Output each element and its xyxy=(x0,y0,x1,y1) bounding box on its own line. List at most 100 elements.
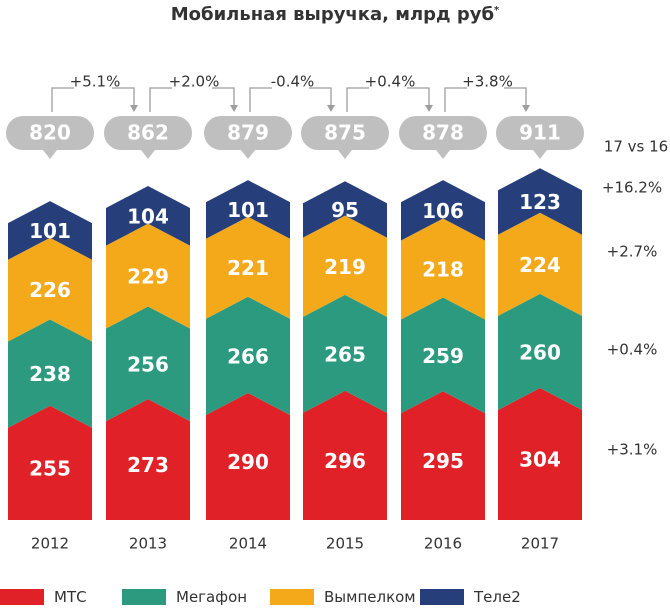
total-change-label: +5.1% xyxy=(70,73,121,91)
change-connector-right xyxy=(504,87,527,106)
change-connector-left xyxy=(444,87,467,112)
bar-segment-вымпелком-2015 xyxy=(303,215,387,317)
total-value-label: 879 xyxy=(227,121,269,145)
segment-value-label: 95 xyxy=(331,198,359,222)
total-pill-pointer xyxy=(338,150,352,159)
series-change-label-мегафон: +0.4% xyxy=(607,341,658,359)
change-connector-arrow xyxy=(230,105,238,112)
total-pill-2013 xyxy=(104,116,192,150)
segment-value-label: 265 xyxy=(324,342,366,366)
series-change-label-теле2: +16.2% xyxy=(602,179,662,197)
total-pill-2016 xyxy=(399,116,487,150)
bar-segment-мтс-2016 xyxy=(401,391,485,520)
total-value-label: 820 xyxy=(29,121,71,145)
segment-value-label: 224 xyxy=(519,253,561,277)
total-change-label: +0.4% xyxy=(365,73,416,91)
total-pill-2017 xyxy=(496,116,584,150)
total-change-label: +2.0% xyxy=(169,73,220,91)
segment-value-label: 255 xyxy=(29,456,71,480)
segment-value-label: 256 xyxy=(127,352,169,376)
total-pill-pointer xyxy=(141,150,155,159)
segment-value-label: 219 xyxy=(324,255,366,279)
segment-value-label: 266 xyxy=(227,344,269,368)
bar-segment-мегафон-2012 xyxy=(8,319,92,428)
x-tick-label: 2014 xyxy=(229,535,267,553)
series-change-label-мтс: +3.1% xyxy=(607,441,658,459)
segment-value-label: 101 xyxy=(227,198,269,222)
bar-segment-вымпелком-2014 xyxy=(206,216,290,319)
segment-value-label: 123 xyxy=(519,190,561,214)
segment-value-label: 260 xyxy=(519,340,561,364)
legend-label: МТС xyxy=(54,588,87,606)
x-tick-label: 2013 xyxy=(129,535,167,553)
bar-segment-мтс-2012 xyxy=(8,405,92,520)
bar-segment-мегафон-2015 xyxy=(303,294,387,413)
segment-value-label: 296 xyxy=(324,449,366,473)
total-change-label: -0.4% xyxy=(271,73,315,91)
legend-swatch xyxy=(122,589,166,605)
total-pill-pointer xyxy=(43,150,57,159)
legend-label: Мегафон xyxy=(176,588,248,606)
bar-segment-мтс-2013 xyxy=(106,399,190,520)
legend-item-теле2: Теле2 xyxy=(420,588,521,606)
change-connector-arrow xyxy=(327,105,335,112)
bar-segment-вымпелком-2016 xyxy=(401,218,485,320)
bar-segment-вымпелком-2012 xyxy=(8,237,92,342)
total-change-label: +3.8% xyxy=(462,73,513,91)
total-pill-pointer xyxy=(533,150,547,159)
change-connector-left xyxy=(346,87,369,112)
change-connector-arrow xyxy=(425,105,433,112)
change-connector-arrow xyxy=(522,105,530,112)
bar-segment-мегафон-2017 xyxy=(498,293,582,410)
bar-segment-мегафон-2013 xyxy=(106,306,190,422)
series-change-label-вымпелком: +2.7% xyxy=(607,243,658,261)
bar-segment-мегафон-2014 xyxy=(206,296,290,416)
segment-value-label: 106 xyxy=(422,199,464,223)
legend-swatch xyxy=(270,589,314,605)
segment-value-label: 238 xyxy=(29,362,71,386)
bar-segment-теле2-2016 xyxy=(401,180,485,241)
legend-swatch xyxy=(0,589,44,605)
bar-segment-теле2-2012 xyxy=(8,201,92,260)
segment-value-label: 101 xyxy=(29,219,71,243)
chart-legend: МТС Мегафон Вымпелком Теле2 xyxy=(0,588,670,612)
x-tick-label: 2015 xyxy=(326,535,364,553)
segment-value-label: 259 xyxy=(422,344,464,368)
bar-segment-мтс-2014 xyxy=(206,393,290,520)
legend-label: Вымпелком xyxy=(324,588,416,606)
x-tick-label: 2016 xyxy=(424,535,462,553)
bar-segment-мегафон-2016 xyxy=(401,297,485,414)
change-connector-right xyxy=(309,87,332,106)
bar-segment-теле2-2017 xyxy=(498,168,582,235)
bar-segment-теле2-2013 xyxy=(106,185,190,246)
change-connector-right xyxy=(112,87,135,106)
bar-segment-мтс-2017 xyxy=(498,387,582,520)
legend-swatch xyxy=(420,589,464,605)
title-footnote-mark: * xyxy=(494,5,500,16)
chart-title: Мобильная выручка, млрд руб* xyxy=(0,4,670,25)
segment-value-label: 290 xyxy=(227,450,269,474)
total-pill-2015 xyxy=(301,116,389,150)
bar-segment-теле2-2015 xyxy=(303,181,387,238)
segment-value-label: 229 xyxy=(127,265,169,289)
total-pill-2012 xyxy=(6,116,94,150)
segment-value-label: 221 xyxy=(227,256,269,280)
segment-value-label: 273 xyxy=(127,453,169,477)
segment-value-label: 218 xyxy=(422,257,464,281)
total-value-label: 862 xyxy=(127,121,169,145)
change-connector-right xyxy=(407,87,430,106)
total-pill-pointer xyxy=(436,150,450,159)
chart-title-text: Мобильная выручка, млрд руб xyxy=(170,4,495,25)
bar-segment-вымпелком-2017 xyxy=(498,212,582,316)
legend-item-вымпелком: Вымпелком xyxy=(270,588,416,606)
legend-item-мтс: МТС xyxy=(0,588,87,606)
segment-value-label: 295 xyxy=(422,449,464,473)
segment-value-label: 104 xyxy=(127,204,169,228)
legend-label: Теле2 xyxy=(474,588,521,606)
x-tick-label: 2017 xyxy=(521,535,559,553)
total-pill-pointer xyxy=(241,150,255,159)
total-pill-2014 xyxy=(204,116,292,150)
change-connector-left xyxy=(51,87,74,112)
total-value-label: 911 xyxy=(519,121,561,145)
